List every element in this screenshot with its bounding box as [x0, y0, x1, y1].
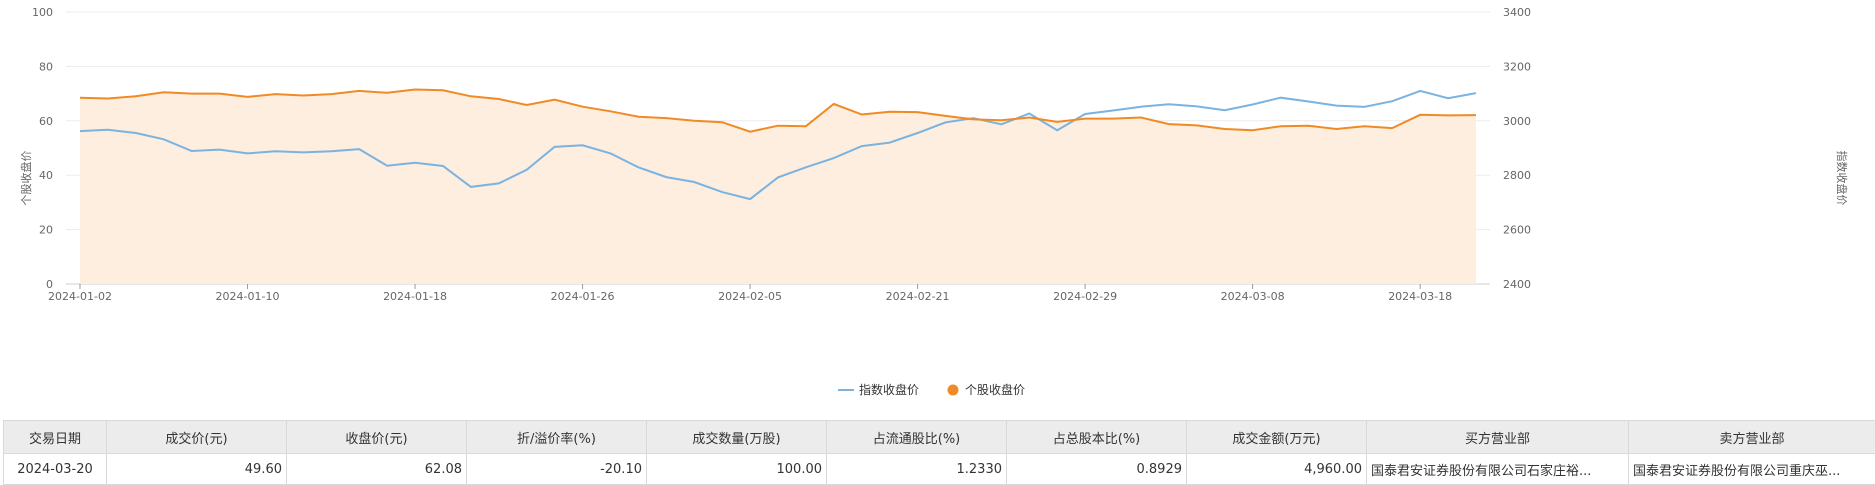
header-close-price[interactable]: 收盘价(元)	[287, 421, 467, 454]
header-volume[interactable]: 成交数量(万股)	[647, 421, 827, 454]
table-row[interactable]: 2024-03-20 49.60 62.08 -20.10 100.00 1.2…	[4, 454, 1875, 485]
header-trade-date[interactable]: 交易日期	[4, 421, 107, 454]
x-tick-label: 2024-02-29	[1053, 290, 1117, 303]
left-tick-label: 60	[39, 115, 53, 128]
stock-close-area	[80, 90, 1476, 285]
table-header-row: 交易日期 成交价(元) 收盘价(元) 折/溢价率(%) 成交数量(万股) 占流通…	[4, 421, 1875, 454]
legend-stock-label: 个股收盘价	[965, 382, 1025, 397]
right-axis-title: 指数收盘价	[1835, 151, 1849, 206]
left-tick-label: 80	[39, 60, 53, 73]
header-buyer[interactable]: 买方营业部	[1367, 421, 1629, 454]
header-deal-price[interactable]: 成交价(元)	[107, 421, 287, 454]
cell-close-price: 62.08	[287, 454, 467, 485]
cell-volume: 100.00	[647, 454, 827, 485]
legend[interactable]: 指数收盘价 个股收盘价	[838, 382, 1025, 397]
left-tick-label: 20	[39, 224, 53, 237]
cell-deal-price: 49.60	[107, 454, 287, 485]
header-total-ratio[interactable]: 占总股本比(%)	[1007, 421, 1187, 454]
left-tick-label: 100	[32, 6, 53, 19]
x-tick-label: 2024-01-10	[216, 290, 280, 303]
header-seller[interactable]: 卖方营业部	[1629, 421, 1875, 454]
cell-amount: 4,960.00	[1187, 454, 1367, 485]
x-tick-label: 2024-02-05	[718, 290, 782, 303]
legend-item-stock[interactable]: 个股收盘价	[948, 382, 1026, 397]
legend-stock-icon	[948, 385, 959, 396]
x-tick-label: 2024-03-08	[1221, 290, 1285, 303]
right-tick-label: 2400	[1503, 278, 1531, 291]
x-tick-label: 2024-01-18	[383, 290, 447, 303]
header-amount[interactable]: 成交金额(万元)	[1187, 421, 1367, 454]
right-tick-label: 2800	[1503, 169, 1531, 182]
right-tick-label: 3000	[1503, 115, 1531, 128]
header-premium-rate[interactable]: 折/溢价率(%)	[467, 421, 647, 454]
cell-premium-rate: -20.10	[467, 454, 647, 485]
right-axis-ticks: 3400 3200 3000 2800 2600 2400	[1503, 6, 1531, 291]
left-tick-label: 40	[39, 169, 53, 182]
cell-trade-date: 2024-03-20	[4, 454, 107, 485]
cell-seller[interactable]: 国泰君安证券股份有限公司重庆巫...	[1629, 454, 1875, 485]
x-tick-label: 2024-02-21	[886, 290, 950, 303]
right-tick-label: 2600	[1503, 224, 1531, 237]
cell-total-ratio: 0.8929	[1007, 454, 1187, 485]
x-axis-ticks: 2024-01-02 2024-01-10 2024-01-18 2024-01-26…	[48, 284, 1452, 303]
x-tick-label: 2024-01-26	[551, 290, 615, 303]
legend-index-label: 指数收盘价	[859, 382, 919, 397]
left-axis-title: 个股收盘价	[19, 151, 33, 206]
right-tick-label: 3200	[1503, 60, 1531, 73]
x-tick-label: 2024-01-02	[48, 290, 112, 303]
legend-item-index[interactable]: 指数收盘价	[838, 382, 919, 397]
block-trade-table: 交易日期 成交价(元) 收盘价(元) 折/溢价率(%) 成交数量(万股) 占流通…	[3, 420, 1875, 485]
right-tick-label: 3400	[1503, 6, 1531, 19]
header-float-ratio[interactable]: 占流通股比(%)	[827, 421, 1007, 454]
cell-buyer[interactable]: 国泰君安证券股份有限公司石家庄裕...	[1367, 454, 1629, 485]
x-tick-label: 2024-03-18	[1388, 290, 1452, 303]
cell-float-ratio: 1.2330	[827, 454, 1007, 485]
